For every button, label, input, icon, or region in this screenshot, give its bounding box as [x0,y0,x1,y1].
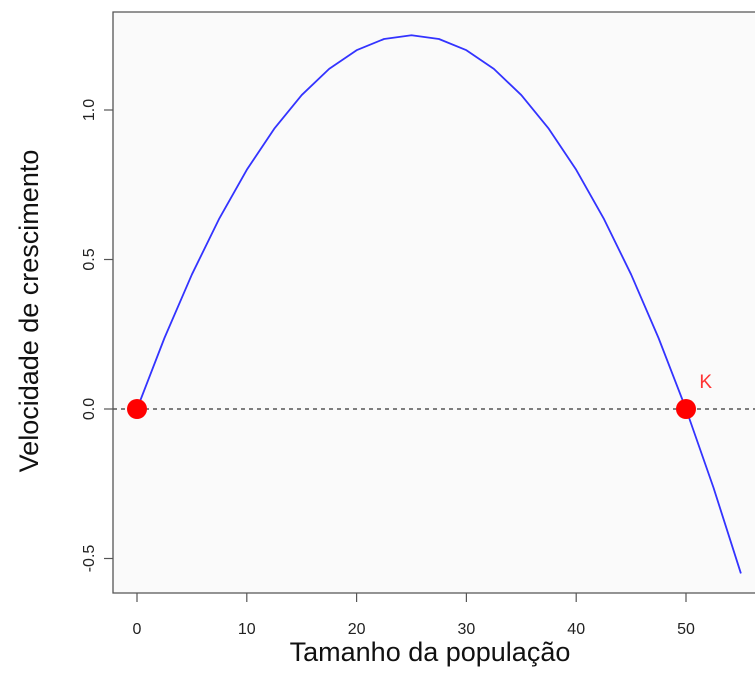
x-tick-label-2: 10 [238,621,256,638]
x-tick-label-6: 50 [677,621,695,638]
equilibrium-point-2 [676,399,696,419]
y-tick-label-4: 1.0 [81,99,98,121]
y-axis-title: Velocidade de crescimento [14,150,44,473]
plot-area [113,12,755,593]
annotation-label-1: K [699,372,712,393]
y-tick-label-3: 0.5 [81,248,98,270]
x-axis-title: Tamanho da população [290,637,571,667]
x-tick-label-1: 0 [133,621,142,638]
plot-frame [112,11,755,594]
y-tick-label-2: 0.0 [81,398,98,420]
series-line-1 [136,34,742,574]
x-tick-label-4: 30 [458,621,476,638]
x-tick-label-3: 20 [348,621,366,638]
x-tick-label-5: 40 [567,621,585,638]
y-tick-label-1: -0.5 [81,545,98,573]
equilibrium-point-1 [127,399,147,419]
